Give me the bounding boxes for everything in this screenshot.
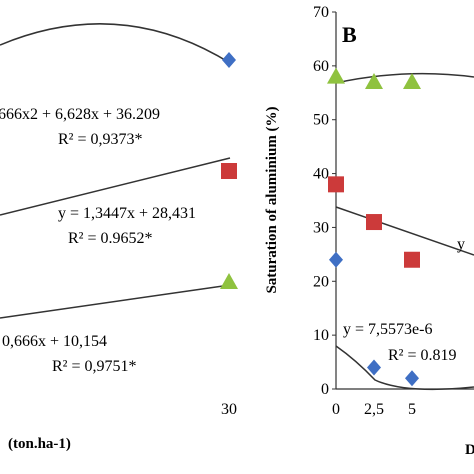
right-x-tick-2: 5 xyxy=(408,401,416,418)
right-points xyxy=(327,67,421,387)
right-panel-label: B xyxy=(342,22,357,47)
left-x-axis-label: (ton.ha-1) xyxy=(8,436,71,452)
right-y-axis-label: Saturation of aluminium (%) xyxy=(264,106,280,293)
right-point-diamond-2 xyxy=(405,370,419,387)
left-fit-line-triangle xyxy=(0,284,231,319)
left-x-tick-30: 30 xyxy=(221,401,237,418)
right-y-tick-30: 30 xyxy=(313,219,329,236)
left-panel: 666x2 + 6,628x + 36.209 R² = 0,9373* y =… xyxy=(0,23,238,452)
left-points xyxy=(220,52,238,289)
right-point-triangle-0 xyxy=(327,67,345,84)
left-equation-diamond: 666x2 + 6,628x + 36.209 xyxy=(0,106,160,123)
left-point-diamond-0 xyxy=(222,52,236,68)
right-y-tick-10: 10 xyxy=(313,327,329,344)
right-y-tick-70: 70 xyxy=(313,4,329,21)
left-fit-curve-diamond xyxy=(0,23,231,64)
right-y-tick-60: 60 xyxy=(313,58,329,75)
right-point-square-2 xyxy=(404,251,420,268)
right-y-tick-40: 40 xyxy=(313,166,329,183)
right-y-ticks: 0 10 20 30 40 50 60 70 xyxy=(313,4,336,398)
right-point-triangle-1 xyxy=(365,73,383,90)
left-point-triangle-0 xyxy=(220,273,238,289)
left-point-square-0 xyxy=(221,163,237,179)
right-point-triangle-2 xyxy=(403,73,421,90)
left-r2-triangle: R² = 0,9751* xyxy=(52,358,137,375)
left-fit-line-square xyxy=(0,157,231,216)
right-axis-label-fragment: D xyxy=(465,442,474,458)
right-r2-diamond: R² = 0.819 xyxy=(388,347,457,364)
right-fit-curve-triangle xyxy=(335,72,474,84)
right-x-ticks: 0 2,5 5 xyxy=(332,401,416,418)
right-y-tick-0: 0 xyxy=(321,381,329,398)
right-point-diamond-0 xyxy=(329,251,343,268)
left-equation-square: y = 1,3447x + 28,431 xyxy=(58,205,196,222)
right-x-tick-0: 0 xyxy=(332,401,340,418)
left-equation-triangle: 0,666x + 10,154 xyxy=(2,333,107,350)
right-y-tick-20: 20 xyxy=(313,273,329,290)
right-equation-square: y xyxy=(457,236,465,253)
right-point-square-1 xyxy=(366,214,382,231)
right-point-diamond-1 xyxy=(367,359,381,376)
right-equation-diamond: y = 7,5573e-6 xyxy=(343,321,432,338)
right-y-tick-50: 50 xyxy=(313,112,329,129)
right-fit-line-square xyxy=(335,206,474,256)
right-point-square-0 xyxy=(328,176,344,193)
right-x-tick-1: 2,5 xyxy=(364,401,384,418)
right-fit-curve-diamond xyxy=(335,345,474,391)
left-r2-square: R² = 0.9652* xyxy=(68,230,153,247)
left-r2-diamond: R² = 0,9373* xyxy=(58,131,143,148)
